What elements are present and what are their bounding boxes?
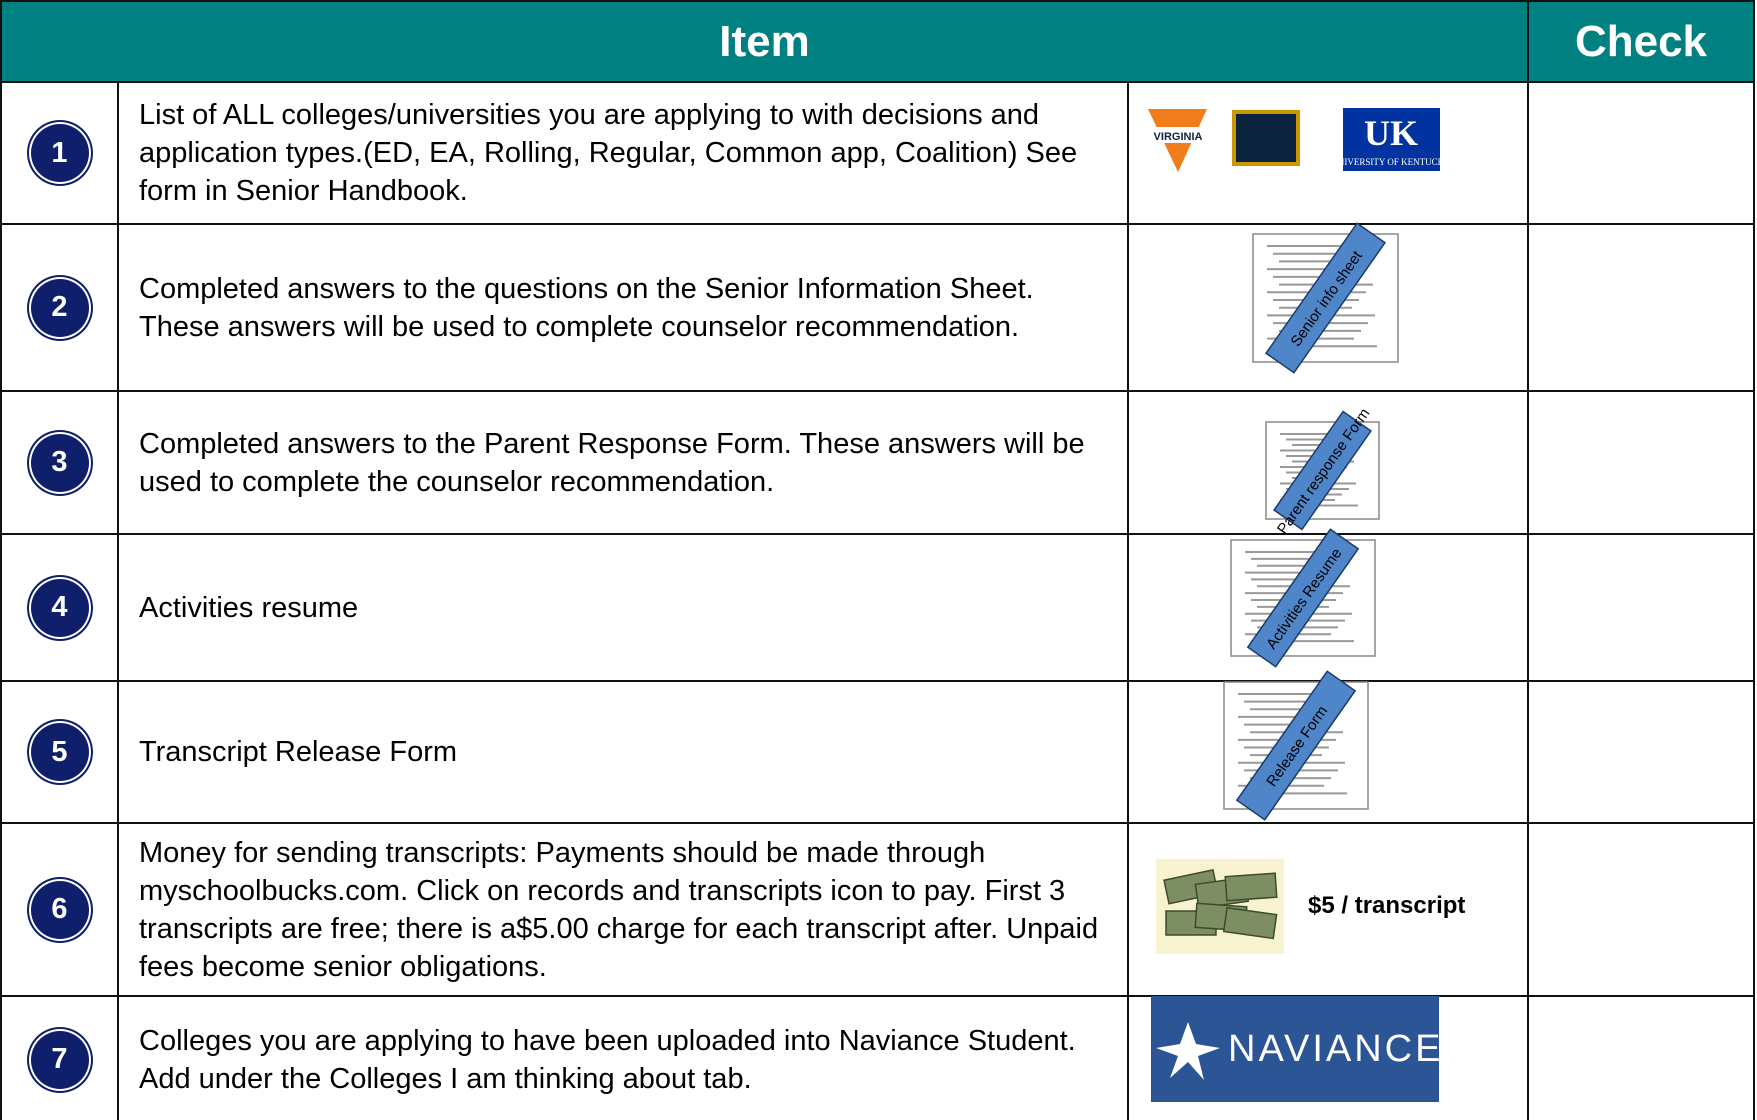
item-text: Completed answers to the Parent Response…	[117, 390, 1129, 535]
row-number: 2	[30, 278, 89, 337]
row-number: 7	[30, 1030, 89, 1089]
uk-text: UK	[1364, 113, 1418, 153]
header-item: Item	[0, 0, 1529, 83]
stamp-band	[1235, 670, 1357, 821]
row-number: 5	[30, 723, 89, 781]
money-stack	[1224, 872, 1278, 902]
stamp-band	[1273, 410, 1372, 531]
virginia-band	[1146, 127, 1209, 143]
uk-logo	[1343, 108, 1440, 171]
stamp-band	[1246, 528, 1360, 668]
naviance-text: NAVIANCE	[1228, 1028, 1443, 1070]
number-cell: 7	[0, 995, 119, 1120]
stamp-band	[1265, 222, 1386, 374]
item-text: Colleges you are applying to have been u…	[117, 995, 1129, 1120]
fee-caption: $5 / transcript	[1308, 892, 1465, 919]
row-number: 1	[30, 124, 89, 182]
check-cell	[1527, 995, 1755, 1120]
item-text: List of ALL colleges/universities you ar…	[117, 81, 1129, 225]
row-number: 4	[30, 578, 89, 637]
money-stack	[1222, 906, 1278, 940]
item-text: Completed answers to the questions on th…	[117, 223, 1129, 392]
row-number: 3	[30, 433, 89, 492]
number-cell: 2	[0, 223, 119, 392]
uk-subtext: UNIVERSITY OF KENTUCKY	[1331, 157, 1451, 167]
item-text: Money for sending transcripts: Payments …	[117, 822, 1129, 997]
nd-box	[1232, 110, 1300, 166]
naviance-star	[1156, 1022, 1220, 1080]
row-number: 6	[30, 880, 89, 939]
virginia-text: VIRGINIA	[1154, 131, 1203, 143]
